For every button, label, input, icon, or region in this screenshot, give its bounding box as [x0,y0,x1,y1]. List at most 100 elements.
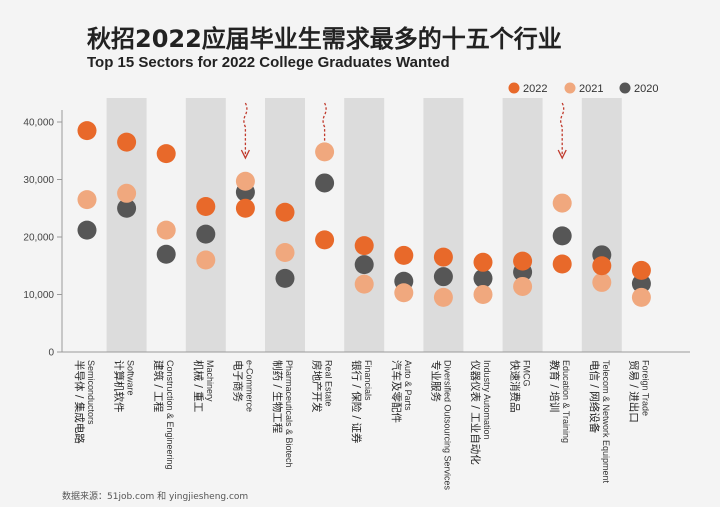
point-2022-pharmaceuticals-biotech [275,202,295,222]
band-9 [423,98,464,352]
point-2021-software [117,183,137,203]
category-label-cn: 专业服务 [429,360,442,402]
category-label-cn: 银行 / 保险 / 证券 [350,360,363,444]
category-label-en: Software [126,360,136,396]
point-2021-construction-engineering [156,220,176,240]
point-2021-financials [354,274,374,294]
legend-marker-2021 [564,82,576,94]
category-label-cn: 仪器仪表 / 工业自动化 [469,360,482,465]
point-2021-foreign-trade [631,287,651,307]
alternating-bands [106,98,622,352]
point-2022-industry-automation [473,252,493,272]
category-label-en: Diversified Outsourcing Services [442,360,452,491]
chart-title-cn: 秋招2022应届毕业生需求最多的十五个行业 [87,25,562,53]
point-2021-auto-parts [394,283,414,303]
point-2021-fmcg [513,276,533,296]
point-2021-diversified-outsourcing-services [433,287,453,307]
arrow-head [240,149,250,160]
category-label-en: Telecom & Network Equipment [601,360,611,484]
category-label-en: Industry Automation [482,360,492,440]
point-2020-education-training [552,226,572,246]
category-label-cn: 半导体 / 集成电路 [73,360,86,444]
category-label-en: Construction & Engineering [165,360,175,470]
category-label-cn: 电子商务 [231,360,244,402]
legend-label-2021: 2021 [579,83,603,95]
arrow-head [557,149,567,160]
category-label-cn: 建筑 / 工程 [152,360,165,413]
point-2020-semiconductors [77,220,97,240]
category-label-cn: 电信 / 网络设备 [588,360,601,434]
source-note: 数据来源：51job.com 和 yingjiesheng.com [62,490,248,502]
arrow-shaft [560,102,565,155]
category-label-cn: 计算机软件 [113,360,126,413]
point-2021-semiconductors [77,190,97,210]
chart-title-en: Top 15 Sectors for 2022 College Graduate… [87,54,450,71]
y-tick-label: 10,000 [23,290,54,301]
point-2022-financials [354,236,374,256]
legend-marker-2020 [619,82,631,94]
point-2021-pharmaceuticals-biotech [275,243,295,263]
category-label-en: Machinery [205,360,215,402]
y-tick-label: 0 [48,348,54,359]
legend-label-2022: 2022 [523,83,547,95]
category-label-cn: 贸易 / 进出口 [627,360,640,423]
category-label-en: Foreign Trade [640,360,650,416]
category-label-en: Education & Training [561,360,571,443]
point-2021-real-estate [315,142,335,162]
point-2021-e-commerce [235,171,255,191]
category-label-cn: 教育 / 培训 [548,360,561,412]
point-2022-machinery [196,197,216,217]
point-2020-pharmaceuticals-biotech [275,268,295,288]
data-points [77,121,651,307]
point-2020-construction-engineering [156,244,176,264]
point-2022-real-estate [315,230,335,250]
point-2020-foreign-trade [631,274,651,294]
category-label-en: Auto & Parts [403,360,413,411]
point-2022-auto-parts [394,245,414,265]
point-2020-software [117,198,137,218]
point-2022-software [117,132,137,152]
point-2022-construction-engineering [156,144,176,164]
category-label-en: e-Commerce [244,360,254,412]
point-2020-industry-automation [473,268,493,288]
point-2021-education-training [552,193,572,213]
category-label-cn: 快速消费品 [509,360,522,413]
category-label-en: Real Estate [324,360,334,407]
y-tick-label: 20,000 [23,233,54,244]
legend-marker-2022 [508,82,520,94]
point-2021-industry-automation [473,285,493,304]
y-axis: 40,000 30,000 20,000 10,000 0 [23,110,690,359]
y-tick-label: 40,000 [23,118,54,129]
category-label-cn: 房地产开发 [311,360,324,413]
legend: 2022 2021 2020 [508,82,658,95]
category-label-cn: 机械 / 重工 [192,360,205,412]
point-2022-semiconductors [77,121,97,141]
point-2022-diversified-outsourcing-services [433,247,453,267]
point-2020-diversified-outsourcing-services [433,267,453,287]
band-5 [265,98,305,352]
point-2022-telecom-network-equipment [592,256,612,276]
point-2020-financials [354,255,374,275]
arrow-annotation [557,102,567,160]
point-2020-machinery [196,224,216,244]
point-2022-e-commerce [235,198,255,218]
category-label-en: FMCG [522,360,532,387]
point-2021-telecom-network-equipment [592,272,612,292]
category-label-en: Financials [363,360,373,401]
legend-label-2020: 2020 [634,83,658,95]
